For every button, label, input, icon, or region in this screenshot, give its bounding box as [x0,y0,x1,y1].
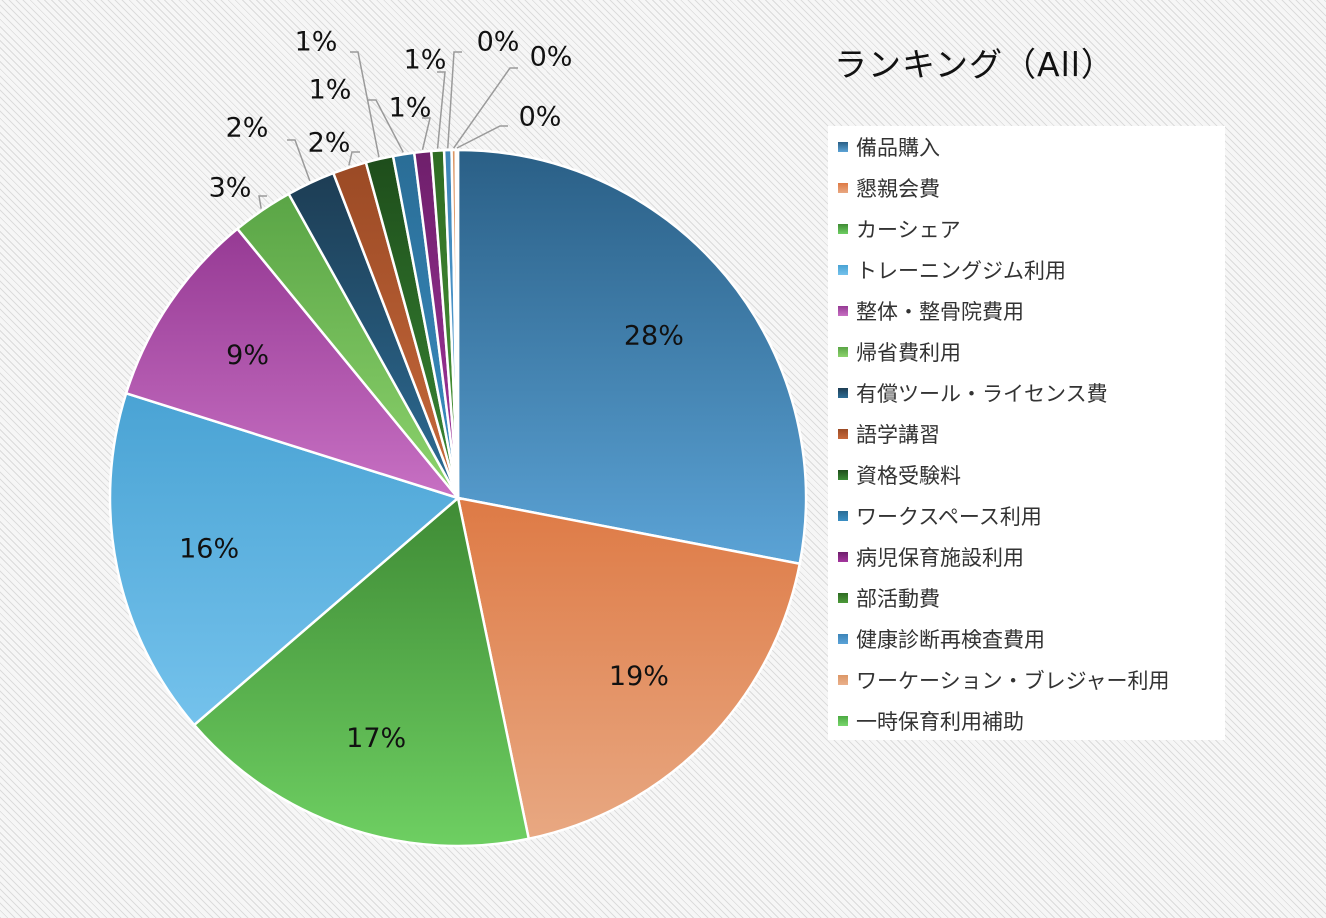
data-label: 28% [624,321,684,352]
legend-item: ワークスペース利用 [838,495,1042,536]
data-label: 0% [530,42,573,73]
legend-label: 備品購入 [856,135,940,160]
legend-swatch [838,469,848,480]
leader-line [350,51,380,158]
pie-slice [124,227,462,501]
legend-item: ワーケーション・ブレジャー利用 [838,659,1170,700]
pie-slice [456,496,802,841]
legend-label: カーシェア [856,217,961,242]
data-labels: 28% 19% 17% 16% 9% 3% 2% 2% 1% 1% 1% 1% 0% 0% 0% [179,27,684,755]
legend-item: 帰省費利用 [838,331,961,372]
legend-item: カーシェア [838,208,961,249]
data-label: 19% [609,661,669,692]
data-label: 17% [346,723,406,754]
legend-swatch [838,305,848,316]
leader-line [258,195,267,209]
legend-swatch [838,141,848,152]
legend-swatch [838,223,848,234]
data-label: 0% [477,27,520,58]
legend-item: トレーニングジム利用 [838,249,1066,290]
leader-line [348,151,360,166]
legend-item: 有償ツール・ライセンス費 [838,372,1108,413]
legend-label: 病児保育施設利用 [856,545,1024,570]
data-label: 3% [209,173,252,204]
legend-swatch [838,346,848,357]
leader-line [436,71,446,149]
legend-label: 資格受験料 [856,463,961,488]
legend-label: 整体・整骨院費用 [856,299,1024,324]
data-label: 1% [295,27,338,58]
legend-swatch [838,387,848,398]
data-label: 16% [179,534,239,565]
legend-item: 病児保育施設利用 [838,536,1024,577]
leader-line [368,99,404,153]
data-label: 1% [389,93,432,124]
legend-label: 有償ツール・ライセンス費 [856,381,1108,406]
legend-swatch [838,182,848,193]
legend-item: 健康診断再検査費用 [838,618,1045,659]
legend-label: 語学講習 [856,422,940,447]
legend: 備品購入懇親会費カーシェアトレーニングジム利用 整体・整骨院費用 帰省費利用有償ツー… [828,126,1225,740]
pie-slice [454,148,460,499]
legend-label: 懇親会費 [856,176,940,201]
legend-item: 整体・整骨院費用 [838,290,1024,331]
legend-label: トレーニングジム利用 [856,258,1066,283]
pie-slice [192,495,531,848]
leader-line [447,51,462,149]
legend-item: 備品購入 [838,126,940,167]
data-label: 1% [404,45,447,76]
pie-slice [456,148,808,566]
legend-item: 語学講習 [838,413,940,454]
leader-line [453,67,518,149]
legend-label: ワークスペース利用 [856,504,1042,529]
pie-slice [108,391,461,727]
legend-label: 部活動費 [856,586,940,611]
legend-swatch [838,592,848,603]
data-label: 9% [226,340,269,371]
data-label: 2% [308,128,351,159]
legend-swatch [838,633,848,644]
legend-item: 懇親会費 [838,167,940,208]
legend-label: 帰省費利用 [856,340,961,365]
leader-line [421,117,431,150]
data-label: 0% [519,102,562,133]
legend-label: ワーケーション・ブレジャー利用 [856,668,1170,693]
chart-title: ランキング（All） [834,45,1115,84]
legend-swatch [838,510,848,521]
legend-label: 健康診断再検査費用 [856,627,1045,652]
legend-swatch [838,428,848,439]
data-label: 1% [309,75,352,106]
leader-line [287,139,311,182]
legend-swatch [838,551,848,562]
legend-item: 部活動費 [838,577,940,618]
pie-slices [108,148,808,848]
legend-item: 一時保育利用補助 [838,700,1024,741]
legend-swatch [838,674,848,685]
legend-swatch [838,264,848,275]
legend-item: 資格受験料 [838,454,961,495]
legend-label: 一時保育利用補助 [856,709,1024,734]
data-label: 2% [226,113,269,144]
leader-line [456,125,508,149]
legend-swatch [838,715,848,726]
leader-lines [258,51,518,209]
